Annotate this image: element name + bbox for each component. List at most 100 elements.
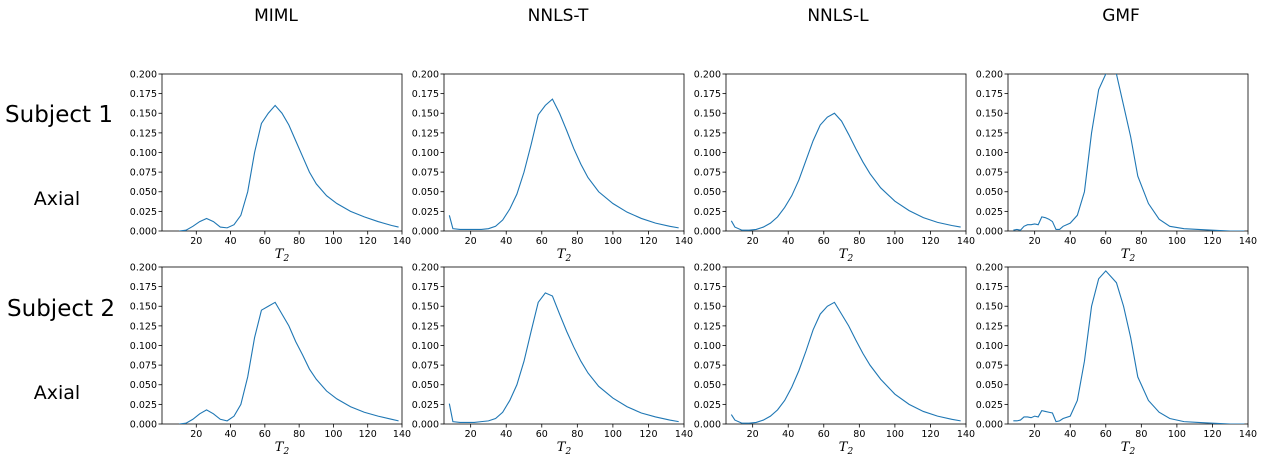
x-axis-label: T2 <box>557 247 572 264</box>
y-tick-label: 0.025 <box>694 207 721 218</box>
x-tick-label: 40 <box>225 429 237 440</box>
x-tick-label: 40 <box>1064 236 1076 247</box>
y-tick-label: 0.050 <box>694 187 721 198</box>
x-tick-label: 120 <box>639 429 657 440</box>
y-tick-label: 0.075 <box>694 168 721 179</box>
subplot-nnls-t-subject-2: 0.000 0.025 0.050 0.075 0.100 0.125 0.150 0.175… <box>412 262 693 457</box>
y-tick-label: 0.150 <box>694 302 721 313</box>
y-tick-label: 0.050 <box>976 187 1003 198</box>
x-tick-label: 80 <box>1135 236 1147 247</box>
x-tick-label: 140 <box>393 236 411 247</box>
x-tick-label: 80 <box>571 236 583 247</box>
x-tick-label: 120 <box>359 429 377 440</box>
y-tick-label: 0.125 <box>412 128 439 139</box>
x-tick-label: 140 <box>1239 429 1257 440</box>
series-line-miml-subject-2 <box>179 301 399 424</box>
x-tick-label: 140 <box>957 429 975 440</box>
y-tick-label: 0.200 <box>412 69 439 80</box>
y-tick-label: 0.125 <box>694 128 721 139</box>
x-tick-label: 120 <box>359 236 377 247</box>
x-tick-label: 80 <box>571 429 583 440</box>
x-tick-label: 20 <box>747 236 759 247</box>
axes-frame <box>161 266 403 425</box>
x-axis-label: T2 <box>275 440 290 457</box>
x-tick-label: 80 <box>853 429 865 440</box>
series-line-nnls-t-subject-1 <box>448 98 679 230</box>
y-tick-label: 0.125 <box>130 128 157 139</box>
column-title-miml: MIML <box>254 6 298 26</box>
axes-frame <box>725 73 967 232</box>
x-tick-label: 20 <box>465 429 477 440</box>
axes-frame <box>1007 73 1249 232</box>
y-tick-label: 0.000 <box>130 226 157 237</box>
y-tick-label: 0.125 <box>976 128 1003 139</box>
axes-frame <box>443 73 685 232</box>
y-tick-label: 0.175 <box>412 89 439 100</box>
x-tick-label: 140 <box>675 236 693 247</box>
y-tick-label: 0.025 <box>976 207 1003 218</box>
y-tick-label: 0.025 <box>412 400 439 411</box>
y-tick-label: 0.200 <box>976 262 1003 273</box>
x-tick-label: 20 <box>747 429 759 440</box>
x-tick-label: 60 <box>1100 236 1112 247</box>
y-tick-label: 0.200 <box>694 69 721 80</box>
y-tick-label: 0.000 <box>976 419 1003 430</box>
y-tick-label: 0.100 <box>976 148 1003 159</box>
y-tick-label: 0.175 <box>412 282 439 293</box>
x-tick-label: 20 <box>1029 429 1041 440</box>
axes-frame <box>725 266 967 425</box>
series-line-nnls-l-subject-2 <box>730 301 961 424</box>
x-axis-label: T2 <box>1121 247 1136 264</box>
x-tick-label: 40 <box>782 236 794 247</box>
x-tick-label: 140 <box>957 236 975 247</box>
x-tick-label: 60 <box>818 429 830 440</box>
y-tick-label: 0.000 <box>694 419 721 430</box>
x-tick-label: 20 <box>1029 236 1041 247</box>
y-tick-label: 0.175 <box>130 89 157 100</box>
y-tick-label: 0.000 <box>412 226 439 237</box>
x-tick-label: 120 <box>921 429 939 440</box>
subplot-nnls-l-subject-2: 0.000 0.025 0.050 0.075 0.100 0.125 0.150 0.175… <box>694 262 975 457</box>
series-line-nnls-l-subject-1 <box>730 112 961 231</box>
y-tick-label: 0.175 <box>694 282 721 293</box>
y-tick-label: 0.100 <box>412 148 439 159</box>
x-tick-label: 100 <box>324 236 342 247</box>
y-tick-label: 0.150 <box>976 109 1003 120</box>
x-tick-label: 100 <box>324 429 342 440</box>
x-tick-label: 140 <box>675 429 693 440</box>
axes-frame <box>1007 266 1249 425</box>
x-axis-label: T2 <box>839 440 854 457</box>
y-tick-label: 0.100 <box>694 148 721 159</box>
x-tick-label: 80 <box>293 236 305 247</box>
series-line-miml-subject-1 <box>179 104 399 231</box>
y-tick-label: 0.150 <box>130 109 157 120</box>
subplot-miml-subject-2: 0.000 0.025 0.050 0.075 0.100 0.125 0.150 0.175… <box>130 262 411 457</box>
x-tick-label: 40 <box>225 236 237 247</box>
x-tick-label: 60 <box>536 429 548 440</box>
y-tick-label: 0.000 <box>412 419 439 430</box>
x-tick-label: 100 <box>1168 429 1186 440</box>
x-tick-label: 100 <box>604 236 622 247</box>
y-tick-label: 0.000 <box>130 419 157 430</box>
series-line-gmf-subject-1 <box>1013 74 1245 231</box>
x-axis-label: T2 <box>839 247 854 264</box>
row-label-view-1: Axial <box>34 188 80 210</box>
y-tick-label: 0.100 <box>130 341 157 352</box>
column-title-nnls-t: NNLS-T <box>528 6 589 26</box>
x-tick-label: 80 <box>853 236 865 247</box>
y-tick-label: 0.075 <box>130 168 157 179</box>
row-label-subject-2: Subject 2 <box>7 296 115 322</box>
y-tick-label: 0.075 <box>130 361 157 372</box>
x-tick-label: 60 <box>536 236 548 247</box>
row-label-view-2: Axial <box>34 382 80 404</box>
y-tick-label: 0.175 <box>694 89 721 100</box>
x-tick-label: 100 <box>886 429 904 440</box>
y-tick-label: 0.200 <box>130 262 157 273</box>
y-tick-label: 0.125 <box>130 321 157 332</box>
y-tick-label: 0.075 <box>976 168 1003 179</box>
x-tick-label: 40 <box>500 429 512 440</box>
y-tick-label: 0.050 <box>130 187 157 198</box>
x-tick-label: 80 <box>1135 429 1147 440</box>
y-tick-label: 0.125 <box>412 321 439 332</box>
y-tick-label: 0.025 <box>694 400 721 411</box>
